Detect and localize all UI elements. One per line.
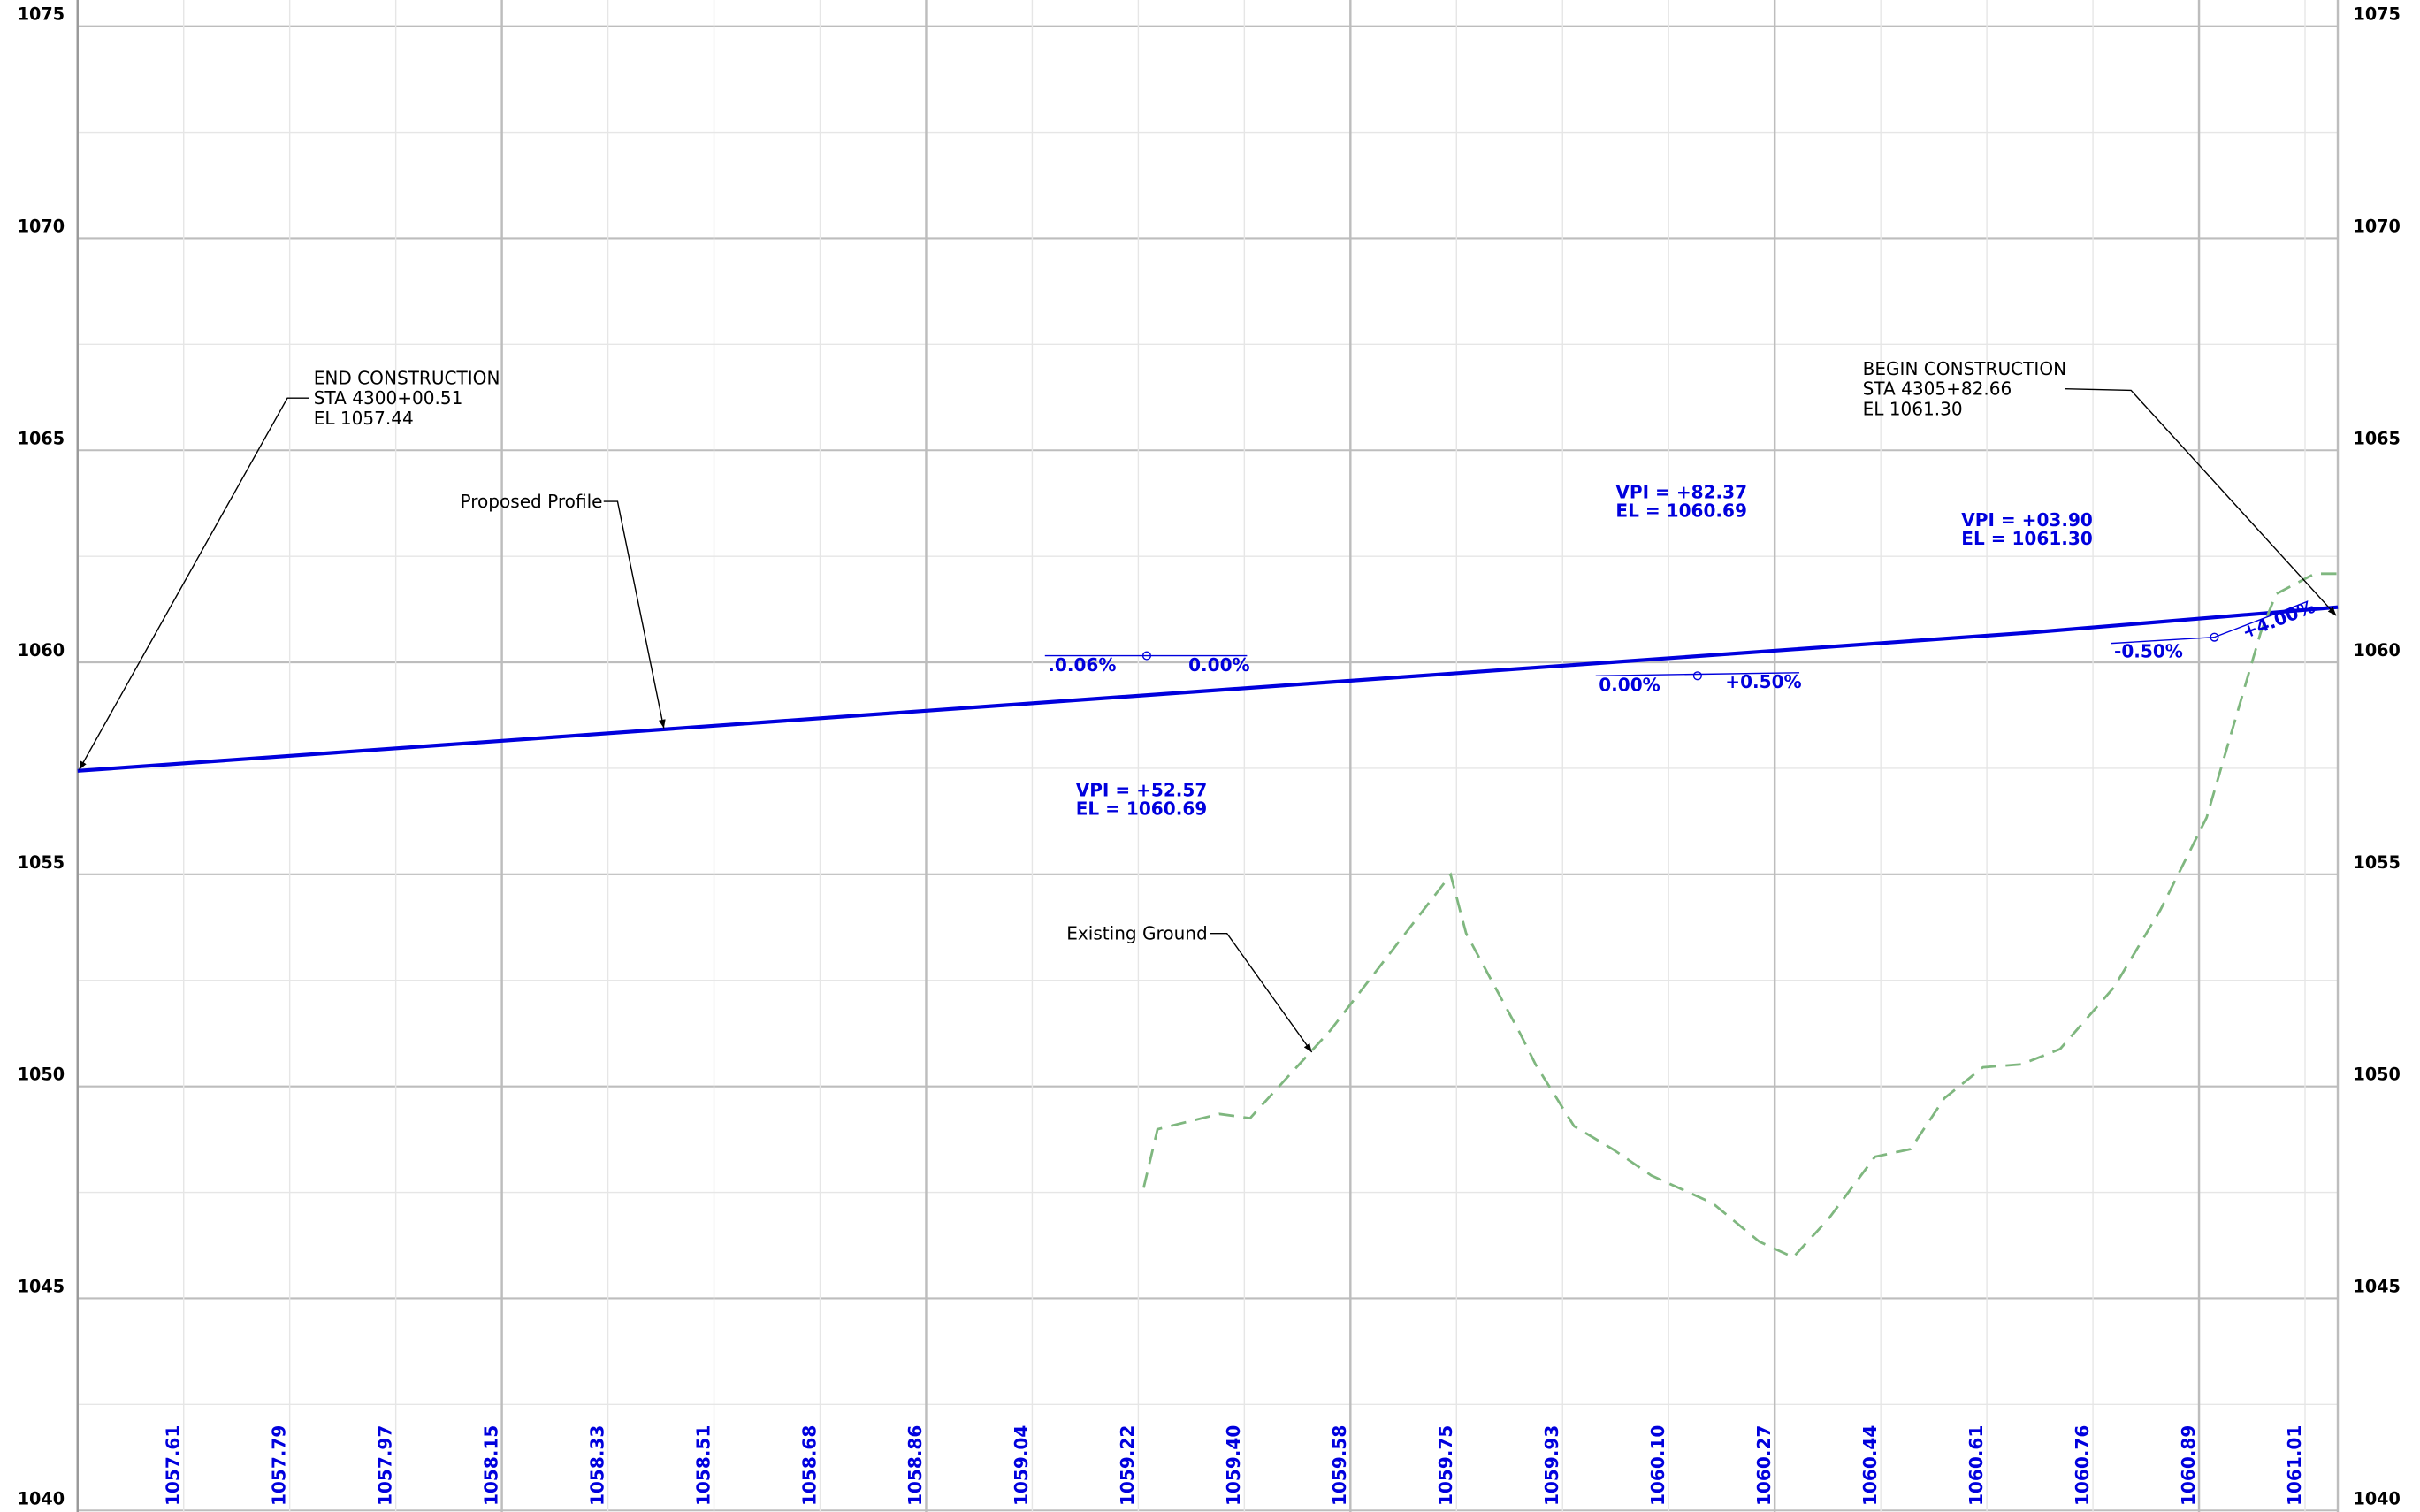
vpi-mark	[2210, 632, 2219, 642]
x-tick-label: 1058.15	[480, 1425, 501, 1506]
annotation: BEGIN CONSTRUCTION	[1863, 358, 2067, 379]
y-tick-label: 1070	[2353, 216, 2400, 236]
y-tick-label: 1050	[2353, 1065, 2400, 1085]
x-tick-label: 1060.27	[1753, 1425, 1775, 1506]
x-tick-label: 1059.04	[1011, 1425, 1032, 1506]
annotation: +4.00%	[2240, 596, 2318, 643]
leader	[1210, 932, 1313, 1053]
annotation: EL 1057.44	[314, 408, 414, 429]
y-tick-label: 1060	[2353, 640, 2400, 661]
annotation: Existing Ground	[1066, 923, 1208, 944]
x-tick-label: 1058.33	[586, 1425, 607, 1506]
x-tick-label: 1059.93	[1541, 1425, 1562, 1506]
x-tick-label: 1058.68	[798, 1425, 820, 1506]
y-tick-label: 1075	[18, 4, 65, 25]
annotation: 0.00%	[1188, 654, 1250, 676]
x-tick-label: 1057.79	[268, 1425, 289, 1506]
annotation: Proposed Profile	[460, 491, 602, 512]
annotation: .0.06%	[1048, 654, 1116, 676]
annotation: EL 1061.30	[1863, 398, 1963, 419]
leader	[78, 397, 309, 771]
x-tick-label: 1060.44	[1859, 1425, 1881, 1506]
y-tick-label: 1045	[18, 1276, 65, 1296]
x-tick-label: 1060.89	[2178, 1425, 2199, 1506]
annotation: +0.50%	[1725, 671, 1801, 692]
y-tick-label: 1075	[2353, 4, 2400, 25]
x-tick-label: 1058.51	[692, 1425, 714, 1506]
annotation: -0.50%	[2114, 640, 2183, 661]
x-tick-label: 1060.61	[1966, 1425, 1987, 1506]
grade-marks	[1044, 600, 2308, 681]
plot	[77, 572, 2339, 1259]
x-tick-label: 1061.01	[2284, 1425, 2305, 1506]
x-tick-label: 1060.10	[1647, 1425, 1668, 1506]
grade-line	[2214, 600, 2308, 638]
leaders	[78, 388, 2337, 1053]
annotation: VPI = +82.37	[1615, 482, 1747, 503]
y-tick-label: 1070	[18, 216, 65, 236]
y-tick-label: 1060	[18, 640, 65, 661]
x-tick-label: 1057.61	[162, 1425, 183, 1506]
y-tick-label: 1050	[18, 1065, 65, 1085]
leader	[603, 500, 666, 729]
annotation: EL = 1061.30	[1961, 528, 2093, 549]
vpi-mark	[1692, 671, 1702, 681]
y-tick-label: 1055	[2353, 852, 2400, 873]
annotation: STA 4305+82.66	[1863, 378, 2012, 400]
leader	[2065, 388, 2337, 616]
x-tick-label: 1059.40	[1223, 1425, 1244, 1506]
y-tick-label: 1040	[2353, 1488, 2400, 1508]
annotation: 0.00%	[1599, 675, 1660, 696]
y-tick-label: 1065	[18, 428, 65, 448]
vpi-mark	[1141, 651, 1152, 661]
grid	[76, 0, 2340, 1512]
labels: 1040 1040 1045 1045 1050 1050 1055 1055 1060 1060…	[18, 4, 2401, 1509]
y-tick-label: 1065	[2353, 428, 2400, 448]
grade-line	[2111, 636, 2215, 645]
x-tick-label: 1059.75	[1435, 1425, 1456, 1506]
x-tick-label: 1060.76	[2072, 1425, 2093, 1506]
proposed-profile	[77, 605, 2339, 773]
y-tick-label: 1055	[18, 852, 65, 873]
x-tick-label: 1057.97	[374, 1425, 395, 1506]
y-tick-label: 1045	[2353, 1276, 2400, 1296]
x-tick-label: 1059.58	[1329, 1425, 1350, 1506]
x-tick-label: 1059.22	[1117, 1425, 1138, 1506]
y-tick-label: 1040	[18, 1488, 65, 1508]
x-tick-label: 1058.86	[905, 1425, 926, 1506]
annotation: EL = 1060.69	[1615, 500, 1747, 522]
annotation: END CONSTRUCTION	[314, 367, 500, 388]
existing-ground	[1142, 572, 2339, 1259]
grade-line	[1595, 672, 1800, 676]
annotation: EL = 1060.69	[1076, 798, 1208, 819]
annotation: VPI = +03.90	[1961, 509, 2093, 531]
annotation: STA 4300+00.51	[314, 387, 463, 409]
annotation: VPI = +52.57	[1076, 779, 1208, 800]
